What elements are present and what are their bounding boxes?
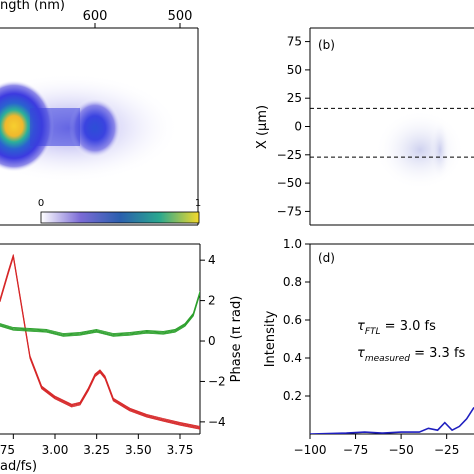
panel-label: (b) <box>318 38 335 52</box>
spatial-heatmap <box>375 110 465 190</box>
y-tick-label: −25 <box>277 148 302 162</box>
y-ticks-right: 4 2 0 −2 −4 <box>200 253 226 429</box>
y-tick-label: 4 <box>208 253 216 267</box>
x-tick-label: −50 <box>388 443 413 457</box>
annotation-tau-measured: τmeasured = 3.3 fs <box>357 346 466 364</box>
colorbar: 0 1 <box>38 198 201 224</box>
x-tick-label: 3.00 <box>42 443 69 457</box>
intensity-line <box>310 406 474 434</box>
series-lines <box>310 406 474 434</box>
y-axis-label-right: Phase (π rad) <box>229 296 244 383</box>
spectrum-line <box>0 256 200 429</box>
x-ticks: 75 3.00 3.25 3.50 3.75 <box>0 434 193 457</box>
annotation-tau-ftl: τFTL = 3.0 fs <box>357 319 436 337</box>
series-lines <box>0 254 200 430</box>
x-tick-label: 3.50 <box>125 443 152 457</box>
y-tick-label: 0 <box>294 120 302 134</box>
x-tick-label: −100 <box>294 443 327 457</box>
phase-line <box>0 291 200 335</box>
y-tick-label: 0.8 <box>283 275 302 289</box>
y-tick-label: 0.6 <box>283 313 302 327</box>
x-axis-label: ad/fs) <box>0 459 37 474</box>
y-tick-label: 25 <box>287 91 302 105</box>
y-tick-label: 0.2 <box>283 389 302 403</box>
x-tick-label: 3.25 <box>83 443 110 457</box>
y-tick-label: 0 <box>208 334 216 348</box>
y-axis-label: Intensity <box>263 310 278 367</box>
x-tick-label: 500 <box>168 9 193 24</box>
spectrogram-heatmap <box>0 73 180 183</box>
y-tick-label: 75 <box>287 35 302 49</box>
y-tick-label: 2 <box>208 294 216 308</box>
panel-label: (d) <box>318 251 335 265</box>
panel-c: 4 2 0 −2 −4 75 3.00 3.25 3.50 3.75 Phase (π rad)… <box>0 243 244 474</box>
phase-line <box>0 292 200 336</box>
y-tick-label: −75 <box>277 204 302 218</box>
spectrum-line <box>0 255 200 428</box>
y-tick-label: −2 <box>208 374 226 388</box>
y-tick-label: −50 <box>277 176 302 190</box>
y-ticks: 1.0 0.8 0.6 0.4 0.2 <box>283 237 310 403</box>
spectrum-line <box>0 256 200 430</box>
x-tick-label: 600 <box>83 9 108 24</box>
y-ticks: 75 50 25 0 −25 −50 −75 <box>277 35 310 218</box>
dashed-lines <box>310 107 474 158</box>
y-tick-label: −4 <box>208 415 226 429</box>
phase-line <box>0 293 200 337</box>
x-axis-label: ngth (nm) <box>0 0 65 13</box>
colorbar-max-label: 1 <box>195 198 201 209</box>
y-tick-label: 0.4 <box>283 351 302 365</box>
panel-a: 600 500 ngth (nm) 0 1 <box>0 0 201 226</box>
phase-line <box>0 290 200 335</box>
x-tick-label: 75 <box>0 443 15 457</box>
panel-b: 75 50 25 0 −25 −50 −75 (b) X (μm) <box>255 27 474 226</box>
x-tick-label: −75 <box>343 443 368 457</box>
x-tick-label: 3.75 <box>167 443 194 457</box>
colorbar-min-label: 0 <box>38 198 44 209</box>
y-axis-label: X (μm) <box>255 105 270 149</box>
x-ticks: −100 −75 −50 −25 <box>294 434 459 457</box>
y-tick-label: 1.0 <box>283 237 302 251</box>
x-tick-label: −25 <box>434 443 459 457</box>
spectrum-line <box>0 254 200 427</box>
y-tick-label: 50 <box>287 63 302 77</box>
panel-d: 1.0 0.8 0.6 0.4 0.2 −100 −75 −50 −25 (d) Intens… <box>263 237 474 457</box>
